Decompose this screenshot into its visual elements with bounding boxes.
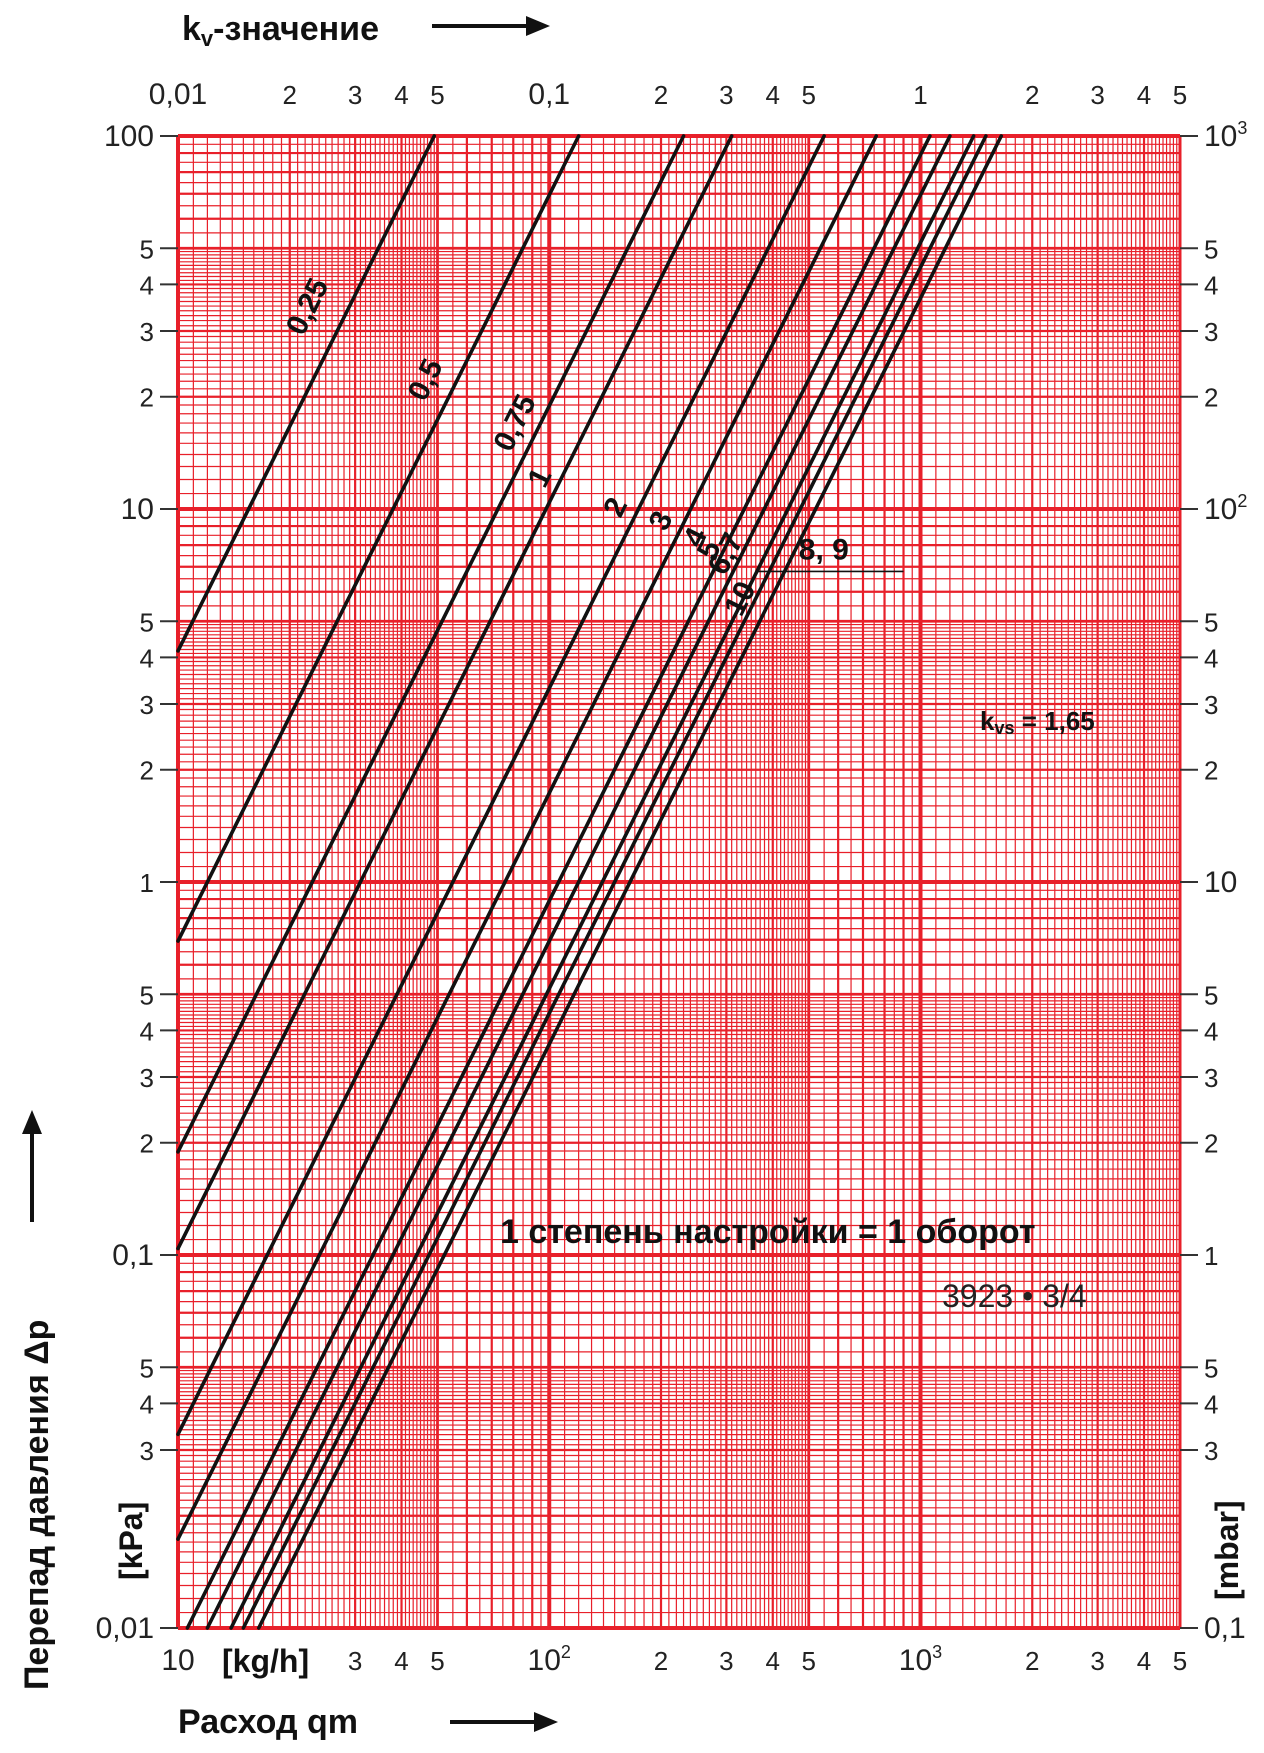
y-tick-label: 1: [140, 868, 154, 898]
x-tick-label: 2: [654, 1646, 668, 1676]
top-tick-label: 5: [1173, 80, 1187, 110]
setting-note: 1 степень настройки = 1 оборот: [500, 1213, 1036, 1251]
model-number: 3923 • 3/4: [942, 1278, 1087, 1314]
y2-tick-label: 103: [1204, 118, 1247, 153]
x-tick-label: 5: [430, 1646, 444, 1676]
y2-axis-unit: [mbar]: [1209, 1500, 1245, 1600]
y2-tick-label: 3: [1204, 317, 1218, 347]
y-tick-label: 10: [121, 493, 154, 526]
curves: [176, 134, 1004, 1630]
curve-line-4: [176, 134, 826, 1437]
y2-tick-label: 2: [1204, 1129, 1218, 1159]
top-tick-label: 4: [394, 80, 408, 110]
x-tick-label: 5: [802, 1646, 816, 1676]
y-tick-label: 2: [140, 1129, 154, 1159]
x-tick-label: 4: [766, 1646, 780, 1676]
x-tick-label: 3: [719, 1646, 733, 1676]
y2-tick-label: 4: [1204, 1389, 1218, 1419]
y-tick-label: 5: [140, 607, 154, 637]
top-tick-label: 5: [430, 80, 444, 110]
y2-tick-label: 5: [1204, 607, 1218, 637]
curve-label-9: 8, 9: [799, 533, 849, 566]
y2-tick-label: 102: [1204, 491, 1247, 526]
curve-line-1: [176, 134, 581, 943]
curve-line-2: [176, 134, 686, 1154]
x-axis-title: Расход qm: [178, 1703, 358, 1741]
curve-line-10: [256, 134, 1004, 1630]
y-tick-label: 4: [140, 643, 154, 673]
y-tick-label: 5: [140, 980, 154, 1010]
top-tick-label: 4: [1137, 80, 1151, 110]
y2-tick-label: 3: [1204, 690, 1218, 720]
y-tick-label: 4: [140, 1389, 154, 1419]
x-tick-label: 4: [394, 1646, 408, 1676]
y2-tick-label: 5: [1204, 234, 1218, 264]
x-tick-label: 5: [1173, 1646, 1187, 1676]
top-tick-label: 3: [348, 80, 362, 110]
x-tick-label: 2: [1025, 1646, 1039, 1676]
top-tick-label: 3: [719, 80, 733, 110]
x-axis-unit: [kg/h]: [222, 1643, 309, 1679]
y-axis-title: Перепад давления Δp: [18, 1320, 56, 1690]
curve-line-3: [176, 134, 734, 1251]
curve-line-0: [176, 134, 437, 653]
y-tick-label: 3: [140, 690, 154, 720]
top-tick-label: 0,01: [149, 78, 207, 111]
y-tick-label: 2: [140, 756, 154, 786]
top-axis-arrowhead: [526, 16, 550, 36]
y2-tick-label: 0,1: [1204, 1612, 1246, 1645]
curve-line-8: [229, 134, 976, 1630]
curve-line-9: [241, 134, 988, 1630]
y2-tick-label: 2: [1204, 756, 1218, 786]
y2-tick-label: 2: [1204, 383, 1218, 413]
y2-tick-label: 4: [1204, 270, 1218, 300]
x-tick-label: 3: [348, 1646, 362, 1676]
y2-tick-label: 5: [1204, 1353, 1218, 1383]
y2-tick-label: 4: [1204, 643, 1218, 673]
y-tick-label: 3: [140, 1436, 154, 1466]
y-axis-arrowhead: [22, 1110, 42, 1134]
y-axis-unit: [kPa]: [113, 1502, 149, 1580]
y-tick-label: 0,01: [96, 1612, 154, 1645]
y2-tick-label: 10: [1204, 866, 1237, 899]
y-tick-label: 2: [140, 383, 154, 413]
x-tick-label: 102: [528, 1642, 571, 1677]
x-tick-label: 3: [1090, 1646, 1104, 1676]
y2-tick-label: 3: [1204, 1063, 1218, 1093]
y-tick-label: 0,1: [112, 1239, 154, 1272]
top-tick-label: 4: [766, 80, 780, 110]
y-tick-label: 3: [140, 317, 154, 347]
top-tick-label: 1: [913, 80, 927, 110]
x-tick-label: 103: [899, 1642, 942, 1677]
top-tick-label: 3: [1090, 80, 1104, 110]
x-tick-label: 4: [1137, 1646, 1151, 1676]
top-tick-label: 2: [283, 80, 297, 110]
y2-tick-label: 5: [1204, 980, 1218, 1010]
kvs-annotation: kvs = 1,65: [980, 706, 1095, 738]
x-axis-arrowhead: [534, 1712, 558, 1732]
curve-line-7: [205, 134, 952, 1630]
curve-line-6: [185, 134, 932, 1630]
y-tick-label: 4: [140, 1016, 154, 1046]
y2-tick-label: 1: [1204, 1241, 1218, 1271]
grid: [160, 134, 1198, 1630]
curve-line-5: [176, 134, 879, 1541]
y-tick-label: 5: [140, 1353, 154, 1383]
y-tick-label: 3: [140, 1063, 154, 1093]
y2-tick-label: 4: [1204, 1016, 1218, 1046]
y2-tick-label: 3: [1204, 1436, 1218, 1466]
y-tick-label: 5: [140, 234, 154, 264]
top-tick-label: 2: [1025, 80, 1039, 110]
y-tick-label: 4: [140, 270, 154, 300]
top-tick-label: 0,1: [528, 78, 570, 111]
top-axis-title: kv-значение: [182, 10, 379, 51]
top-tick-label: 2: [654, 80, 668, 110]
top-tick-label: 5: [802, 80, 816, 110]
x-tick-label: 10: [161, 1644, 194, 1677]
y-tick-label: 100: [104, 120, 154, 153]
